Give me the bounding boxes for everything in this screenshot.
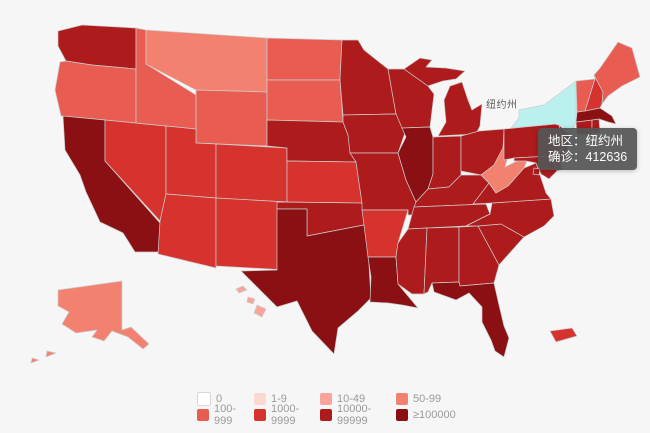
legend-label: 50-99: [413, 392, 442, 405]
state-IA[interactable]: [342, 113, 408, 154]
legend-label: ≥100000: [413, 408, 456, 421]
state-DC[interactable]: [532, 167, 541, 176]
state-ME[interactable]: [593, 41, 641, 105]
legend-item-100-999[interactable]: 100-999: [197, 403, 254, 427]
legend: 0 1-9 10-49 50-99 100-999 1000-9999 10000-9999…: [197, 391, 480, 427]
state-PR[interactable]: [549, 327, 578, 343]
state-RI[interactable]: [591, 118, 601, 135]
legend-label: 1000-9999: [271, 402, 300, 427]
legend-item-50-99[interactable]: 50-99: [396, 391, 480, 406]
state-OR[interactable]: [54, 60, 137, 124]
state-AZ[interactable]: [157, 193, 217, 269]
legend-label: 10000-99999: [337, 402, 372, 427]
state-PA[interactable]: [503, 123, 564, 161]
legend-swatch-icon: [254, 408, 266, 421]
legend-swatch-icon: [320, 392, 332, 405]
legend-item-≥100000[interactable]: ≥100000: [396, 407, 480, 422]
legend-item-0[interactable]: 0: [197, 391, 254, 406]
state-WY[interactable]: [195, 89, 268, 147]
legend-swatch-icon: [396, 392, 408, 405]
legend-swatch-icon: [254, 392, 266, 405]
state-CO[interactable]: [215, 143, 288, 203]
state-HI[interactable]: [235, 285, 267, 318]
state-NM[interactable]: [215, 197, 288, 271]
state-MN[interactable]: [339, 39, 397, 116]
state-MI[interactable]: [403, 57, 483, 137]
legend-item-10000-99999[interactable]: 10000-99999: [320, 403, 396, 427]
state-AK[interactable]: [30, 280, 150, 364]
legend-item-10-49[interactable]: 10-49: [320, 391, 396, 406]
state-MA[interactable]: [575, 107, 617, 125]
legend-label: 0: [216, 392, 223, 405]
state-FL[interactable]: [431, 281, 510, 358]
state-CT[interactable]: [575, 119, 593, 136]
legend-label: 10-49: [337, 392, 366, 405]
state-NC[interactable]: [465, 198, 555, 238]
legend-item-1000-9999[interactable]: 1000-9999: [254, 403, 320, 427]
legend-item-1-9[interactable]: 1-9: [254, 391, 320, 406]
state-KS[interactable]: [286, 160, 363, 204]
legend-swatch-icon: [197, 391, 211, 406]
state-SD[interactable]: [266, 79, 344, 123]
state-ND[interactable]: [266, 37, 343, 81]
state-TX[interactable]: [240, 208, 372, 355]
legend-label: 100-999: [214, 402, 237, 427]
state-label-new-york: 纽约州: [486, 100, 518, 111]
legend-swatch-icon: [396, 408, 408, 421]
legend-swatch-icon: [197, 408, 209, 421]
legend-label: 1-9: [271, 392, 287, 405]
legend-swatch-icon: [320, 408, 332, 421]
state-MS[interactable]: [395, 227, 428, 295]
